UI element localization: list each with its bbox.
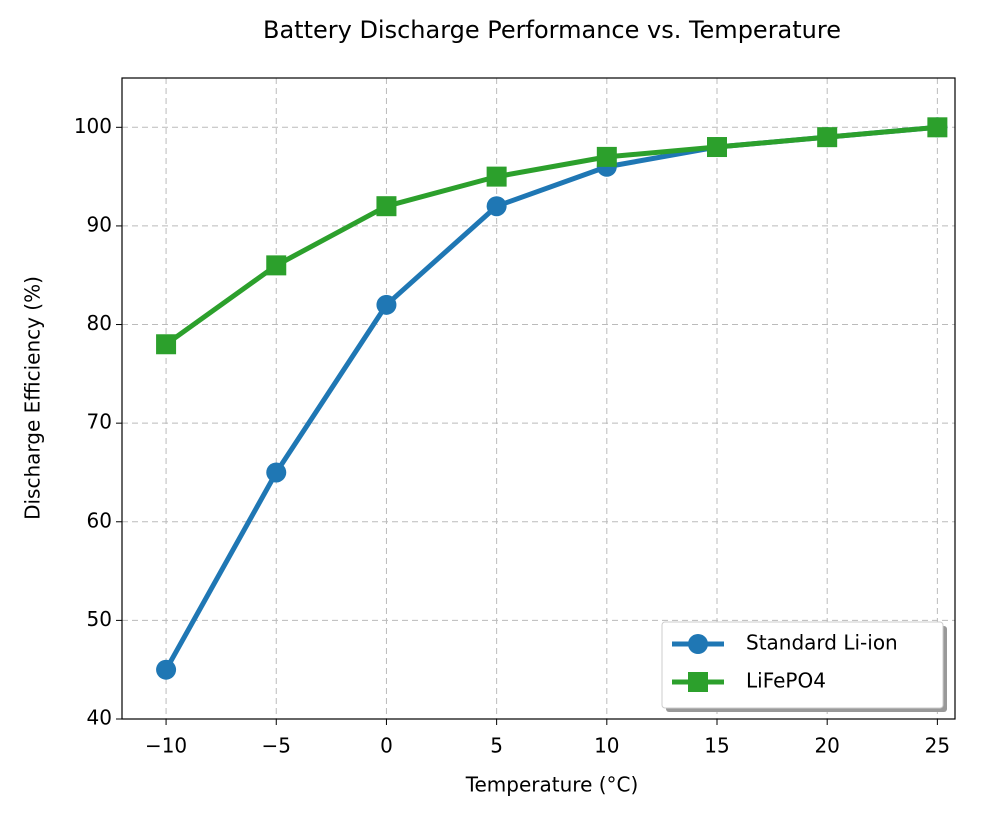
y-tick-label: 50 [87,607,112,631]
x-tick-label: 15 [704,734,729,758]
y-tick-label: 40 [87,706,112,730]
legend: Standard Li-ion LiFePO4 [661,621,947,712]
legend-marker [688,672,708,692]
legend-label: Standard Li-ion [746,631,898,655]
y-axis-label: Discharge Efficiency (%) [21,276,45,520]
data-point [376,196,397,217]
data-point [486,196,507,217]
x-tick-label: 25 [925,734,950,758]
y-tick-label: 100 [74,114,112,138]
y-tick-label: 80 [87,311,112,335]
y-tick-label: 90 [87,212,112,236]
data-point [376,294,397,315]
x-tick-label: 20 [814,734,839,758]
x-axis-label: Temperature (°C) [465,773,639,797]
x-tick-label: 10 [594,734,619,758]
data-point [927,117,948,138]
y-tick-label: 60 [87,508,112,532]
legend-box [661,621,944,709]
plot-frame [121,77,956,720]
y-tick-label: 70 [87,410,112,434]
x-tick-label: 0 [380,734,393,758]
data-point [266,462,287,483]
data-point [266,255,287,276]
series-line [164,124,938,347]
data-point [486,166,507,187]
x-tick-label: 5 [490,734,503,758]
legend-marker [688,634,708,654]
legend-label: LiFePO4 [746,669,826,693]
x-tick-label: −5 [262,734,291,758]
data-point [596,146,617,167]
data-point [707,137,727,158]
series-line [163,124,938,671]
data-point [156,334,177,355]
chart-title: Battery Discharge Performance vs. Temper… [263,16,841,44]
data-point [817,127,838,148]
data-point [156,659,177,680]
x-tick-label: −10 [145,734,187,758]
